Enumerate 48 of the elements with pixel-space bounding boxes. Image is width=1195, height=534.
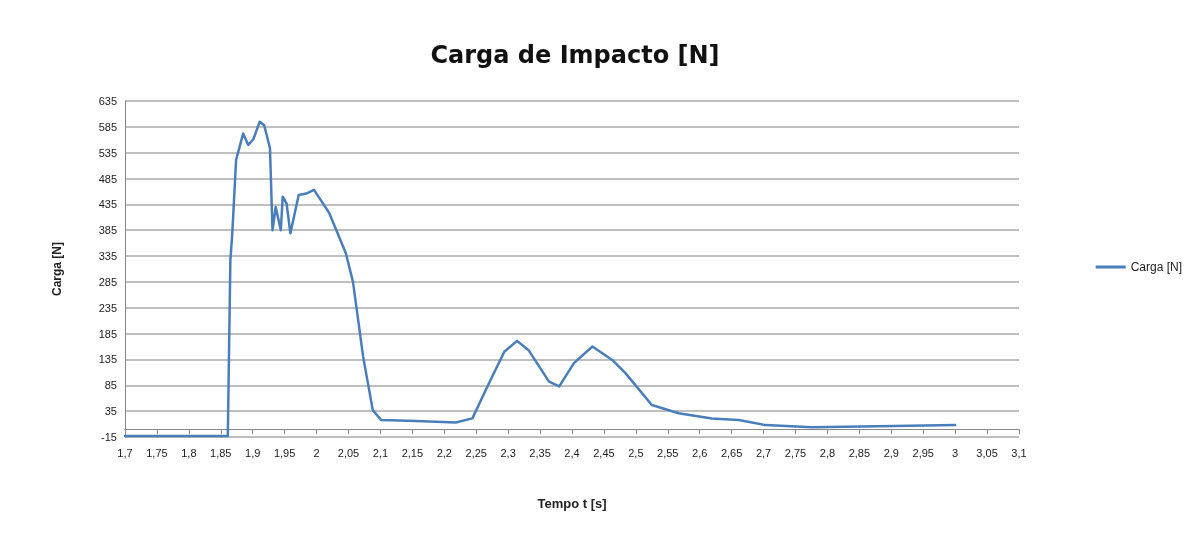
y-tick-label: 185 [98, 327, 117, 340]
x-tick-label: 2,2 [436, 446, 452, 459]
x-tick-label: 2 [313, 446, 320, 459]
x-tick-label: 1,95 [273, 446, 296, 459]
x-tick-label: 2,7 [755, 446, 772, 459]
x-tick-label: 2,85 [848, 446, 871, 459]
x-tick-label: 1,85 [210, 446, 232, 459]
y-tick-label: 235 [98, 301, 117, 314]
x-tick-label: 3,1 [1011, 446, 1027, 459]
x-axis-title: Tempo t [s] [537, 496, 607, 511]
y-tick-label: 135 [98, 353, 117, 366]
x-tick-label: 2,3 [500, 446, 516, 459]
y-tick-label: 35 [104, 405, 117, 418]
x-tick-label: 2,05 [337, 446, 360, 459]
x-tick-label: 1,75 [146, 446, 168, 459]
x-tick-label: 3,05 [976, 446, 998, 459]
y-tick-label: -15 [101, 431, 117, 443]
x-tick-label: 2,8 [819, 446, 836, 459]
x-tick-label: 3 [952, 446, 959, 459]
x-tick-label: 2,45 [593, 446, 615, 459]
x-tick-label: 2,95 [912, 446, 934, 459]
y-tick-label: 485 [98, 172, 117, 185]
x-tick-label: 2,35 [529, 446, 551, 459]
y-tick-label: 435 [98, 198, 117, 211]
y-tick-label: 335 [98, 250, 117, 263]
y-tick-label: 585 [98, 120, 117, 133]
y-tick-label: 85 [104, 379, 117, 392]
y-tick-label: 285 [98, 275, 117, 288]
chart-title: Carga de Impacto [N] [430, 41, 720, 69]
x-tick-label: 2,5 [628, 446, 644, 459]
x-tick-label: 1,9 [245, 446, 261, 459]
line-series [123, 120, 957, 438]
x-tick-label: 1,8 [181, 446, 197, 459]
x-tick-label: 2,15 [401, 446, 424, 459]
x-tick-label: 2,25 [465, 446, 487, 459]
legend-label: Carga [N] [1130, 260, 1183, 274]
x-tick-label: 2,55 [657, 446, 679, 459]
y-tick-label: 385 [98, 224, 117, 237]
x-tick-label: 1,7 [117, 446, 133, 459]
x-tick-label: 2,6 [692, 446, 708, 459]
x-tick-label: 2,4 [564, 446, 580, 459]
y-axis-title: Carga [N] [50, 241, 64, 297]
x-tick-label: 2,9 [883, 446, 899, 459]
x-tick-label: 2,65 [720, 446, 743, 459]
y-tick-label: 535 [98, 146, 117, 159]
x-tick-label: 2,1 [372, 446, 389, 459]
y-tick-label: 635 [98, 95, 117, 107]
x-tick-label: 2,75 [784, 446, 807, 459]
